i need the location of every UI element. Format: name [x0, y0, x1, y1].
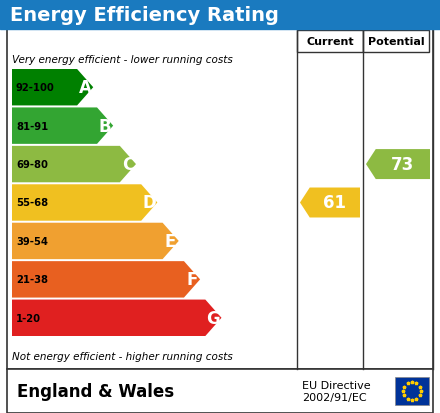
- Text: G: G: [206, 309, 220, 327]
- Polygon shape: [12, 261, 200, 298]
- Polygon shape: [366, 150, 430, 180]
- Polygon shape: [300, 188, 360, 218]
- Text: 21-38: 21-38: [16, 275, 48, 285]
- Text: A: A: [79, 79, 92, 97]
- Text: EU Directive: EU Directive: [302, 380, 370, 390]
- Polygon shape: [12, 147, 136, 183]
- Polygon shape: [12, 223, 179, 259]
- Text: 73: 73: [391, 156, 414, 173]
- Text: 1-20: 1-20: [16, 313, 41, 323]
- Polygon shape: [12, 70, 93, 106]
- Bar: [395, 377, 429, 405]
- Text: Very energy efficient - lower running costs: Very energy efficient - lower running co…: [12, 55, 233, 65]
- Text: B: B: [99, 117, 111, 135]
- Text: 55-68: 55-68: [16, 198, 48, 208]
- Polygon shape: [12, 300, 221, 336]
- Polygon shape: [12, 185, 158, 221]
- Text: Current: Current: [306, 37, 354, 47]
- Text: 61: 61: [323, 194, 346, 212]
- Text: Not energy efficient - higher running costs: Not energy efficient - higher running co…: [12, 351, 233, 361]
- Text: E: E: [165, 233, 176, 250]
- Text: D: D: [143, 194, 156, 212]
- Bar: [0, 0, 440, 30]
- Text: 39-54: 39-54: [16, 236, 48, 246]
- Bar: [297, 31, 363, 53]
- Text: F: F: [187, 271, 198, 289]
- Polygon shape: [12, 108, 113, 145]
- Bar: [7, 369, 433, 413]
- Text: 2002/91/EC: 2002/91/EC: [302, 392, 367, 402]
- Text: Energy Efficiency Rating: Energy Efficiency Rating: [10, 5, 279, 24]
- Text: C: C: [122, 156, 134, 173]
- Bar: [363, 31, 429, 53]
- Text: England & Wales: England & Wales: [17, 382, 174, 400]
- Text: 92-100: 92-100: [16, 83, 55, 93]
- Text: 81-91: 81-91: [16, 121, 48, 131]
- Bar: [7, 30, 433, 369]
- Text: Potential: Potential: [368, 37, 424, 47]
- Text: 69-80: 69-80: [16, 160, 48, 170]
